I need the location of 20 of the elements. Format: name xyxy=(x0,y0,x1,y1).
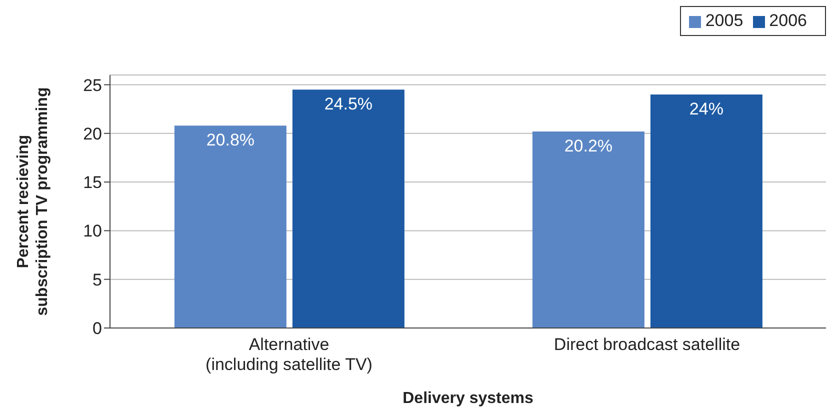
y-tick-label: 5 xyxy=(92,270,102,290)
data-label: 24% xyxy=(689,100,724,119)
y-axis-title: Percent recieving subscription TV programming xyxy=(15,87,51,316)
y-tick-label: 10 xyxy=(83,222,102,241)
bar xyxy=(532,131,644,328)
x-tick-label: Direct broadcast satellite xyxy=(554,335,740,354)
x-axis-title: Delivery systems xyxy=(402,390,534,407)
data-label: 20.2% xyxy=(564,136,613,156)
bar xyxy=(650,94,762,328)
data-label: 20.8% xyxy=(206,130,255,150)
x-tick-label: Alternative (including satellite TV) xyxy=(206,335,372,374)
y-tick-label: 20 xyxy=(83,124,102,144)
y-tick-label: 25 xyxy=(83,76,102,95)
legend-label: 2005 xyxy=(705,11,744,30)
bar xyxy=(174,126,286,328)
y-tick-label: 15 xyxy=(83,173,102,192)
bar xyxy=(292,90,404,328)
legend-label: 2006 xyxy=(769,11,807,30)
y-tick-label: 0 xyxy=(92,319,102,338)
data-label: 24.5% xyxy=(324,94,373,114)
